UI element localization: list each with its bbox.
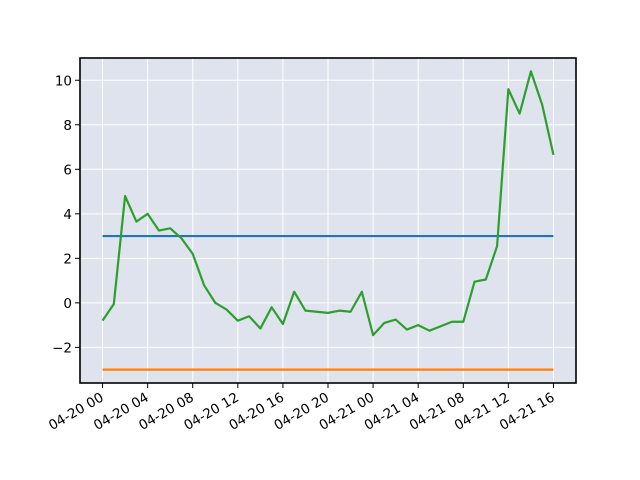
y-tick-label: 2 — [63, 251, 72, 267]
series-layer — [101, 70, 555, 371]
grid — [80, 58, 576, 383]
y-tick-label: −2 — [52, 340, 72, 356]
y-tick-label: 6 — [63, 162, 72, 178]
y-tick-label: 10 — [55, 73, 72, 89]
y-tick-label: 4 — [63, 207, 72, 223]
y-tick-label: 8 — [63, 118, 72, 134]
y-tick-label: 0 — [63, 296, 72, 312]
series-line-3 — [101, 70, 555, 337]
